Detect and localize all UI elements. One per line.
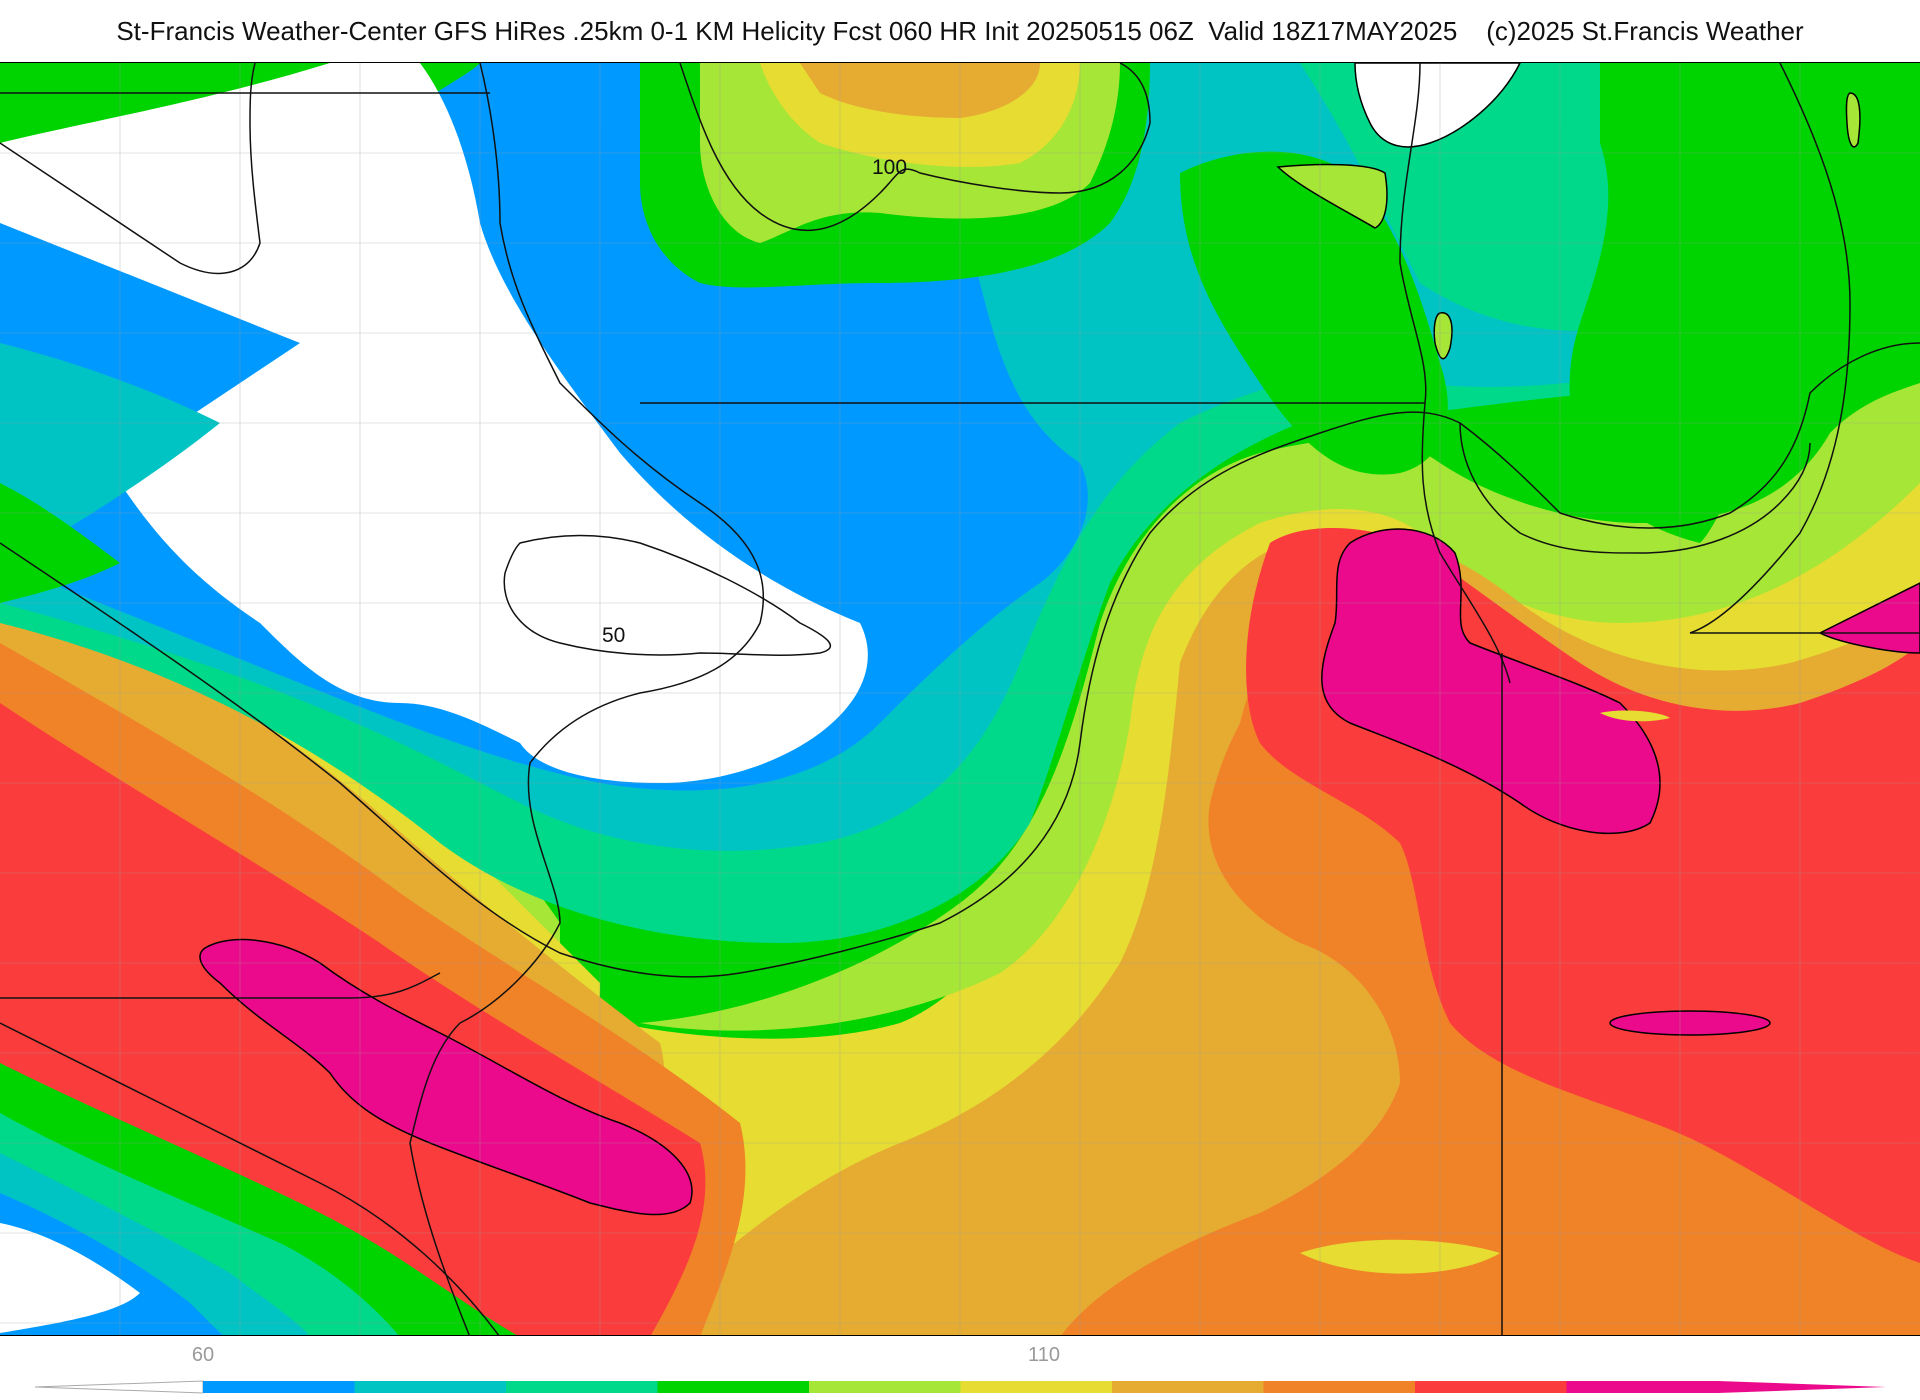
helicity-map: 100 50 bbox=[0, 63, 1920, 1335]
county-lines bbox=[0, 63, 1920, 1335]
colorbar-segment bbox=[1415, 1381, 1567, 1393]
colorbar-segment bbox=[1263, 1381, 1416, 1393]
contour-label-100: 100 bbox=[872, 156, 907, 179]
fill-magenta-sw bbox=[199, 938, 693, 1216]
border-south-horizontal bbox=[0, 972, 441, 999]
colorbar-segment bbox=[657, 1381, 810, 1393]
fill-north-orange-a bbox=[800, 63, 1040, 118]
contour-lines bbox=[0, 63, 1920, 1335]
border-river-east bbox=[1399, 63, 1511, 684]
colorbar-segments bbox=[203, 1381, 1719, 1393]
fill-yellow-lens bbox=[1600, 710, 1670, 722]
fill-yellow-lens-south bbox=[1300, 1239, 1500, 1274]
colorbar-tick-60: 60 bbox=[191, 1344, 215, 1366]
border-far-east bbox=[1689, 63, 1851, 634]
map-area: 100 50 bbox=[0, 62, 1920, 1336]
colorbar-tick-110: 110 bbox=[1028, 1344, 1060, 1366]
colorbar-segment bbox=[960, 1381, 1113, 1393]
contour-100-main bbox=[0, 342, 1920, 978]
fill-nw-cyan bbox=[0, 343, 220, 553]
contour-50 bbox=[503, 534, 832, 656]
colorbar-segment bbox=[203, 1381, 355, 1393]
contour-100-se bbox=[1459, 422, 1811, 554]
fill-lightgreen-lens-far-ne bbox=[1845, 92, 1861, 148]
colorbar: 60 110 bbox=[0, 1340, 1920, 1400]
colorbar-segment bbox=[354, 1381, 507, 1393]
state-borders bbox=[0, 63, 1920, 1335]
border-river-west bbox=[409, 63, 765, 1335]
colorbar-segment bbox=[809, 1381, 961, 1393]
fill-magenta-lens bbox=[1609, 1010, 1771, 1036]
colorbar-segment bbox=[1566, 1381, 1719, 1393]
fill-lightgreen-lens-small bbox=[1433, 312, 1453, 360]
fill-sw-white-lower bbox=[0, 1223, 140, 1333]
fill-magenta-east bbox=[1321, 528, 1661, 835]
colorbar-right-arrow bbox=[1718, 1381, 1886, 1393]
contour-label-50: 50 bbox=[602, 624, 625, 647]
fill-north-green-b bbox=[1180, 151, 1448, 475]
contour-100-north bbox=[679, 63, 1151, 232]
fill-lightgreen-lens-ne bbox=[1276, 163, 1388, 229]
colorbar-segment bbox=[506, 1381, 658, 1393]
fill-lightgreen-band bbox=[640, 383, 1920, 1031]
colorbar-segment bbox=[1112, 1381, 1264, 1393]
contour-50-nw bbox=[0, 63, 261, 275]
map-title: St-Francis Weather-Center GFS HiRes .25k… bbox=[116, 16, 1804, 46]
colorbar-left-arrow bbox=[34, 1380, 204, 1394]
colorbar-svg bbox=[34, 1380, 1886, 1394]
contour-100-sw bbox=[0, 1022, 500, 1335]
